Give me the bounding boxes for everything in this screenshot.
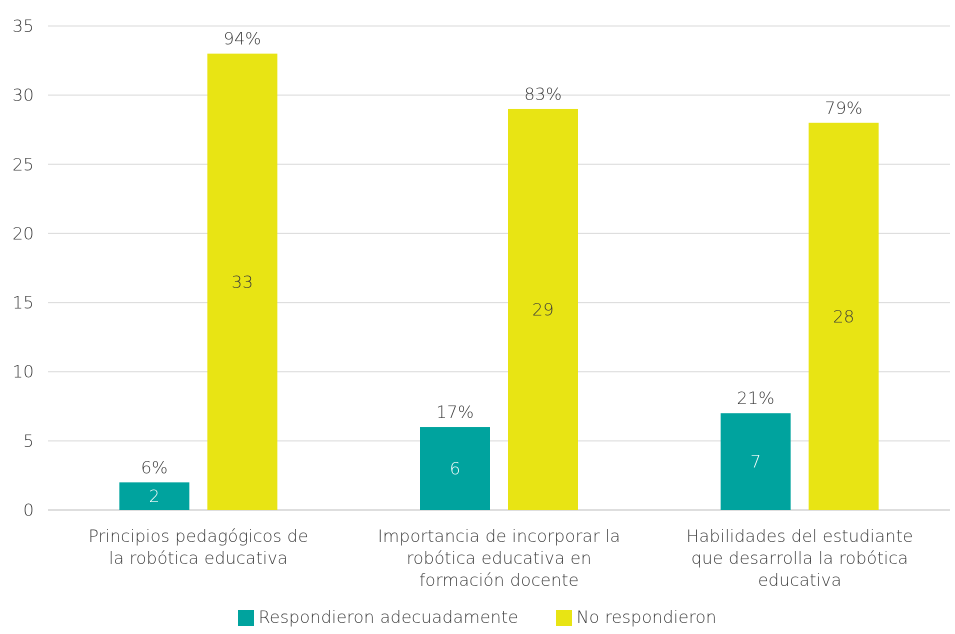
- y-tick-label: 15: [12, 294, 34, 314]
- x-tick-label-line: la robótica educativa: [109, 549, 288, 569]
- x-tick-label-line: Habilidades del estudiante: [686, 527, 913, 547]
- bar-series-0-cat-1: [420, 427, 490, 510]
- bar-chart: 0 5 10 15 20 25 30 35 2 6% 33 94% Principios pedagóg…: [12, 17, 950, 591]
- x-tick-label-line: formación docente: [419, 571, 579, 591]
- y-tick-label: 25: [12, 155, 34, 175]
- y-tick-label: 30: [12, 86, 34, 106]
- data-label-percent: 83%: [524, 85, 562, 105]
- bar-series-1-cat-2: [808, 122, 879, 511]
- x-tick-label: Principios pedagógicos de la robótica edu…: [88, 527, 308, 569]
- legend-label-series-1: No respondieron: [576, 608, 717, 628]
- bar-series-0-cat-0: [119, 482, 190, 510]
- x-tick-label-line: Principios pedagógicos de: [88, 527, 308, 547]
- data-label-percent: 21%: [737, 389, 775, 409]
- data-label-value: 2: [149, 487, 160, 507]
- x-tick-label: Habilidades del estudiante que desarrolla…: [686, 527, 913, 591]
- legend-item-series-1: No respondieron: [556, 608, 717, 628]
- legend: Respondieron adecuadamente No respondier…: [0, 604, 955, 632]
- data-label-percent: 17%: [436, 403, 474, 423]
- bar-series-1-cat-0: [207, 53, 278, 511]
- data-label-value: 6: [450, 460, 461, 480]
- x-tick-label-line: robótica educativa en: [406, 549, 591, 569]
- x-tick-label-line: educativa: [758, 571, 842, 591]
- y-tick-label: 5: [23, 432, 34, 452]
- data-label-value: 28: [833, 307, 855, 327]
- data-label-value: 7: [750, 453, 761, 473]
- bar-series-1-cat-1: [508, 108, 578, 510]
- legend-swatch-series-1: [556, 610, 573, 626]
- legend-swatch-series-0: [238, 610, 255, 626]
- y-tick-label: 10: [12, 363, 34, 383]
- x-tick-label-line: Importancia de incorporar la: [378, 527, 621, 547]
- x-tick-label: Importancia de incorporar la robótica edu…: [378, 527, 621, 591]
- data-label-percent: 6%: [141, 458, 168, 478]
- data-label-value: 33: [232, 273, 254, 293]
- bar-series-0-cat-2: [720, 413, 791, 510]
- data-label-percent: 79%: [825, 99, 863, 119]
- data-label-percent: 94%: [223, 30, 261, 50]
- y-tick-label: 20: [12, 224, 34, 244]
- legend-item-series-0: Respondieron adecuadamente: [238, 608, 518, 628]
- y-tick-label: 35: [12, 17, 34, 37]
- x-tick-label-line: que desarrolla la robótica: [691, 549, 908, 569]
- data-label-value: 29: [532, 300, 554, 320]
- legend-label-series-0: Respondieron adecuadamente: [258, 608, 519, 628]
- y-tick-label: 0: [23, 501, 34, 521]
